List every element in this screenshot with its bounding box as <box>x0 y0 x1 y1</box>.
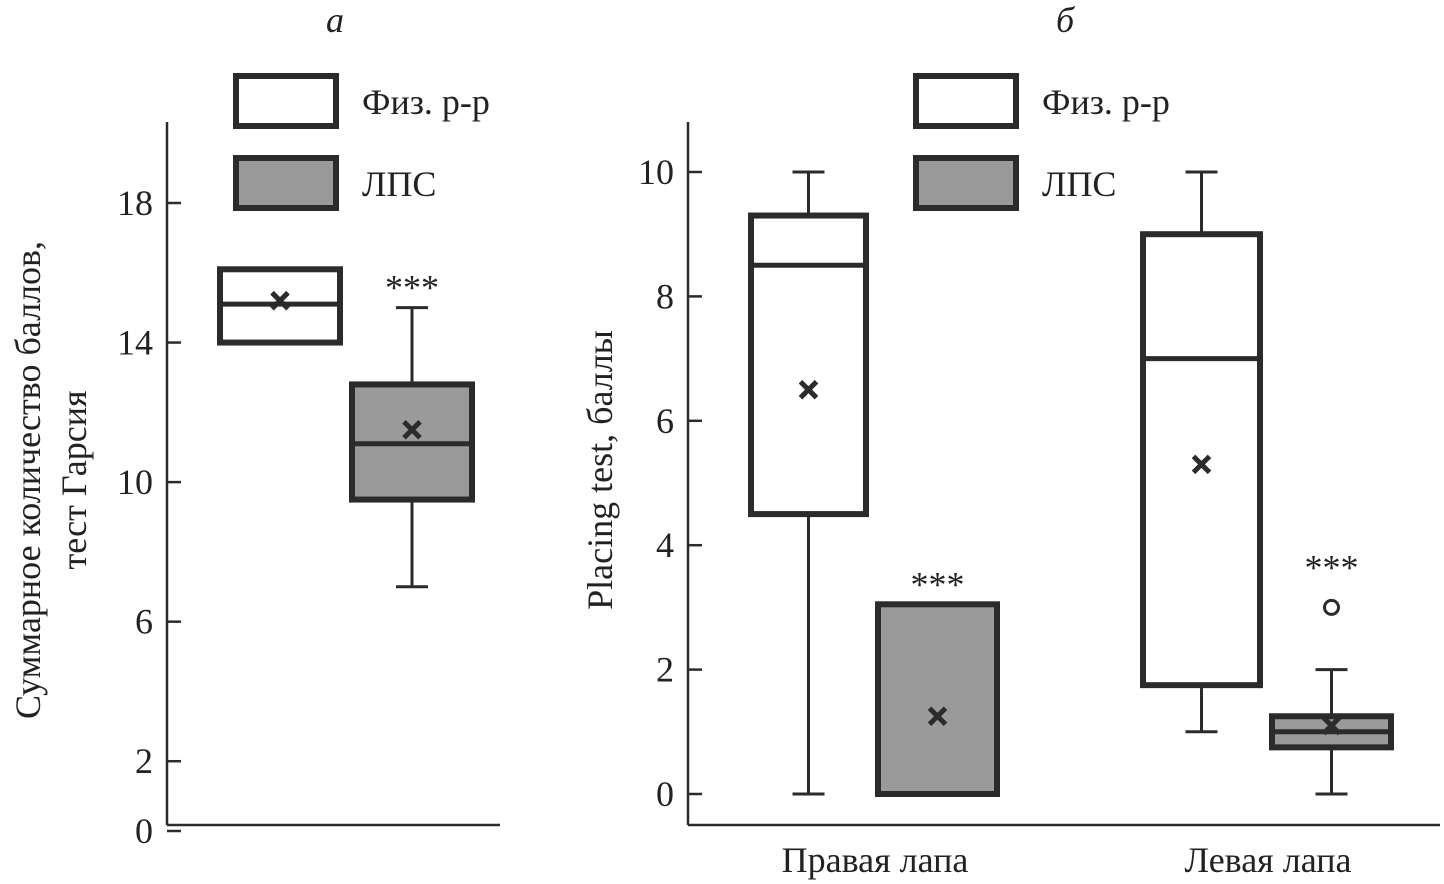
y-tick-label: 6 <box>135 602 153 642</box>
y-tick-label: 10 <box>638 152 674 192</box>
significance-label: *** <box>1305 547 1359 587</box>
panel-b-label: б <box>1056 0 1076 40</box>
y-tick-label: 4 <box>656 525 674 565</box>
panel-b: б Placing test, баллы Правая лапа Левая … <box>580 0 1440 880</box>
mean-marker <box>270 290 290 311</box>
y-tick-label: 18 <box>117 183 153 223</box>
legend-swatch <box>913 155 1019 211</box>
legend-label: Физ. р-р <box>362 82 490 122</box>
y-tick-label: 0 <box>135 811 153 851</box>
y-tick-label: 10 <box>117 462 153 502</box>
y-tick-label: 2 <box>135 741 153 781</box>
panel-a-label: а <box>326 0 344 40</box>
panel-b-ylabel: Placing test, баллы <box>580 330 620 610</box>
panel-a-ylabel-line2: тест Гарсия <box>54 390 94 569</box>
panel-a-ylabel-line1: Суммарное количество баллов, <box>8 241 48 719</box>
x-tick-label: Левая лапа <box>1185 840 1352 880</box>
mean-marker <box>1191 454 1212 475</box>
y-tick-label: 2 <box>656 650 674 690</box>
legend-swatch <box>233 73 339 129</box>
panel-a: а Суммарное количество баллов, тест Гарс… <box>8 0 500 851</box>
significance-label: *** <box>911 564 965 604</box>
box <box>1140 231 1263 689</box>
outlier-point <box>1323 598 1340 616</box>
y-tick-label: 6 <box>656 401 674 441</box>
y-tick-label: 14 <box>117 323 153 363</box>
mean-marker <box>798 379 819 400</box>
x-tick-label: Правая лапа <box>782 840 969 880</box>
legend-label: Физ. р-р <box>1042 82 1170 122</box>
legend-label: ЛПС <box>362 164 436 204</box>
significance-label: *** <box>385 268 439 308</box>
box <box>875 601 1000 797</box>
mean-marker <box>1321 715 1342 736</box>
legend-label: ЛПС <box>1042 164 1116 204</box>
box <box>748 212 869 518</box>
legend-swatch <box>913 73 1019 129</box>
mean-marker <box>927 706 948 727</box>
mean-marker <box>402 420 422 440</box>
y-tick-label: 8 <box>656 276 674 316</box>
y-tick-label: 0 <box>656 774 674 814</box>
legend-swatch <box>233 155 339 211</box>
